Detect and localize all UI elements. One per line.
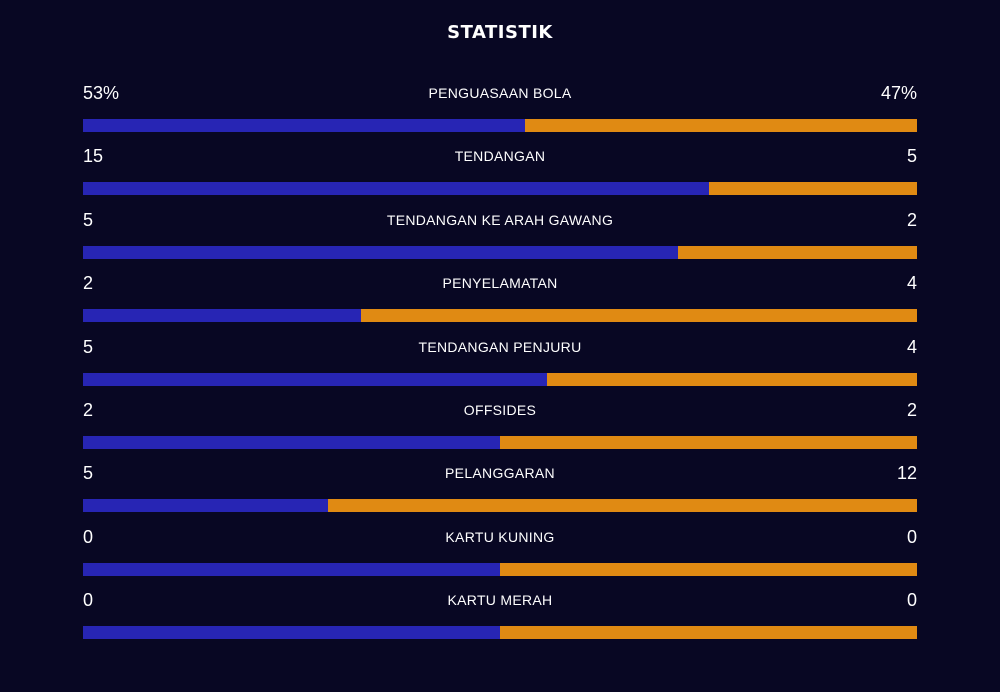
away-value: 0 [906, 526, 917, 547]
home-bar-segment [83, 309, 361, 323]
stats-list: 53% PENGUASAAN BOLA 47% 15 TENDANGAN 5 [83, 81, 917, 652]
panel-title: STATISTIK [447, 22, 553, 43]
away-bar-segment [525, 119, 917, 132]
stat-label: TENDANGAN PENJURU [418, 338, 582, 355]
comparison-bar [83, 119, 917, 132]
home-value: 15 [83, 146, 104, 167]
stat-row-offsides: 2 OFFSIDES 2 [83, 398, 917, 461]
home-value: 5 [83, 336, 94, 357]
stat-row-shots: 15 TENDANGAN 5 [83, 144, 917, 207]
home-bar-segment [83, 245, 679, 259]
home-bar-segment [83, 499, 329, 513]
home-bar-segment [83, 119, 526, 132]
stat-label: PENYELAMATAN [442, 275, 558, 292]
comparison-bar [83, 372, 917, 386]
away-bar-segment [500, 626, 917, 640]
home-bar-segment [83, 182, 709, 196]
comparison-bar [83, 562, 917, 576]
away-value: 12 [896, 463, 917, 484]
comparison-bar [83, 309, 917, 323]
comparison-bar [83, 626, 917, 640]
comparison-bar [83, 499, 917, 513]
away-bar-segment [708, 182, 917, 196]
comparison-bar [83, 435, 917, 449]
home-bar-segment [83, 435, 500, 449]
stat-row-saves: 2 PENYELAMATAN 4 [83, 271, 917, 334]
home-value: 5 [83, 463, 94, 484]
stat-row-corners: 5 TENDANGAN PENJURU 4 [83, 335, 917, 398]
away-bar-segment [678, 245, 917, 259]
stat-row-possession: 53% PENGUASAAN BOLA 47% [83, 81, 917, 144]
stat-label: OFFSIDES [463, 401, 537, 418]
away-value: 4 [906, 336, 917, 357]
comparison-bar [83, 245, 917, 259]
stat-label: TENDANGAN KE ARAH GAWANG [386, 211, 614, 228]
stat-label: KARTU MERAH [447, 592, 553, 609]
away-bar-segment [360, 309, 917, 323]
away-bar-segment [546, 372, 917, 386]
home-bar-segment [83, 626, 500, 640]
stat-row-yellow-cards: 0 KARTU KUNING 0 [83, 525, 917, 588]
stat-label: TENDANGAN [454, 148, 546, 165]
comparison-bar [83, 182, 917, 196]
stat-row-red-cards: 0 KARTU MERAH 0 [83, 588, 917, 651]
away-value: 47% [880, 83, 917, 103]
home-bar-segment [83, 562, 500, 576]
away-bar-segment [500, 562, 917, 576]
home-value: 0 [83, 590, 94, 611]
away-value: 2 [906, 399, 917, 420]
away-value: 4 [906, 273, 917, 294]
stat-row-shots-on-target: 5 TENDANGAN KE ARAH GAWANG 2 [83, 208, 917, 271]
stat-row-fouls: 5 PELANGGARAN 12 [83, 461, 917, 524]
home-value: 2 [83, 273, 94, 294]
away-value: 0 [906, 590, 917, 611]
away-bar-segment [328, 499, 917, 513]
away-bar-segment [500, 435, 917, 449]
stat-label: KARTU KUNING [445, 528, 555, 545]
home-value: 2 [83, 399, 94, 420]
stat-label: PENGUASAAN BOLA [428, 85, 572, 101]
stat-label: PELANGGARAN [445, 465, 555, 482]
away-value: 5 [906, 146, 917, 167]
home-value: 5 [83, 209, 94, 230]
home-value: 0 [83, 526, 94, 547]
home-bar-segment [83, 372, 547, 386]
away-value: 2 [906, 209, 917, 230]
home-value: 53% [83, 83, 120, 103]
